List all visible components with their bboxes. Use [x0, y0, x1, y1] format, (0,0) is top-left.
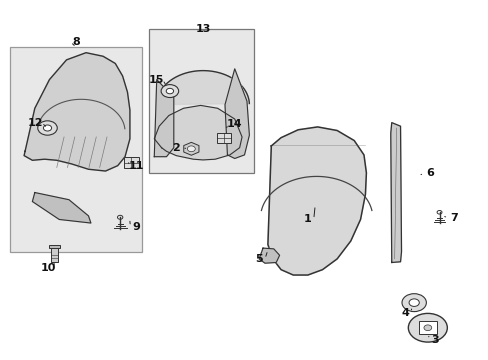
Polygon shape	[390, 123, 401, 262]
Polygon shape	[24, 53, 130, 171]
FancyBboxPatch shape	[149, 30, 254, 173]
Text: 2: 2	[172, 143, 180, 153]
Polygon shape	[259, 248, 279, 263]
Circle shape	[401, 294, 426, 312]
Circle shape	[38, 121, 57, 135]
Text: 6: 6	[425, 168, 433, 178]
Text: 11: 11	[128, 161, 143, 171]
Text: 3: 3	[430, 334, 438, 345]
Polygon shape	[157, 71, 249, 105]
Text: 8: 8	[72, 37, 80, 47]
FancyBboxPatch shape	[10, 47, 142, 252]
Text: 12: 12	[28, 118, 43, 128]
Polygon shape	[267, 127, 366, 275]
Circle shape	[166, 88, 173, 94]
Polygon shape	[124, 157, 139, 168]
Text: 4: 4	[401, 308, 408, 318]
Polygon shape	[183, 142, 199, 155]
Polygon shape	[418, 321, 436, 334]
Polygon shape	[32, 193, 91, 223]
Text: 13: 13	[195, 24, 210, 35]
Text: 15: 15	[149, 75, 164, 85]
Polygon shape	[48, 245, 60, 248]
Polygon shape	[50, 248, 58, 262]
Text: 7: 7	[449, 213, 457, 222]
Circle shape	[408, 299, 418, 306]
Circle shape	[187, 146, 195, 152]
Text: 1: 1	[304, 215, 311, 224]
Circle shape	[43, 125, 52, 131]
Polygon shape	[224, 69, 249, 158]
Text: 14: 14	[226, 120, 242, 129]
Text: 10: 10	[40, 263, 56, 273]
Text: 9: 9	[132, 222, 140, 231]
Circle shape	[161, 85, 178, 98]
Polygon shape	[154, 105, 242, 160]
Polygon shape	[217, 133, 230, 143]
Polygon shape	[154, 80, 173, 157]
Circle shape	[423, 325, 431, 330]
Circle shape	[407, 314, 447, 342]
Text: 5: 5	[255, 254, 263, 264]
